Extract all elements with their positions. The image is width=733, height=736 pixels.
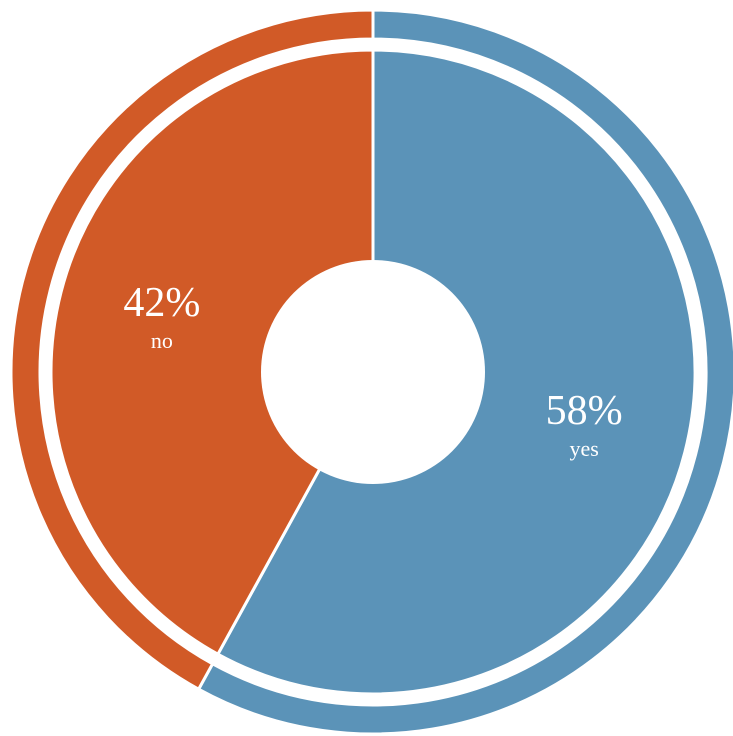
slice-category-label-no: no bbox=[151, 328, 173, 353]
pie-slice-no bbox=[49, 48, 375, 657]
center-hole bbox=[261, 260, 485, 484]
outer-ring-segment-no bbox=[9, 8, 375, 692]
outer-ring bbox=[9, 8, 733, 736]
slice-value-label-no: 42% bbox=[123, 280, 200, 326]
slice-category-label-yes: yes bbox=[569, 436, 598, 461]
slice-value-label-yes: 58% bbox=[546, 388, 623, 434]
